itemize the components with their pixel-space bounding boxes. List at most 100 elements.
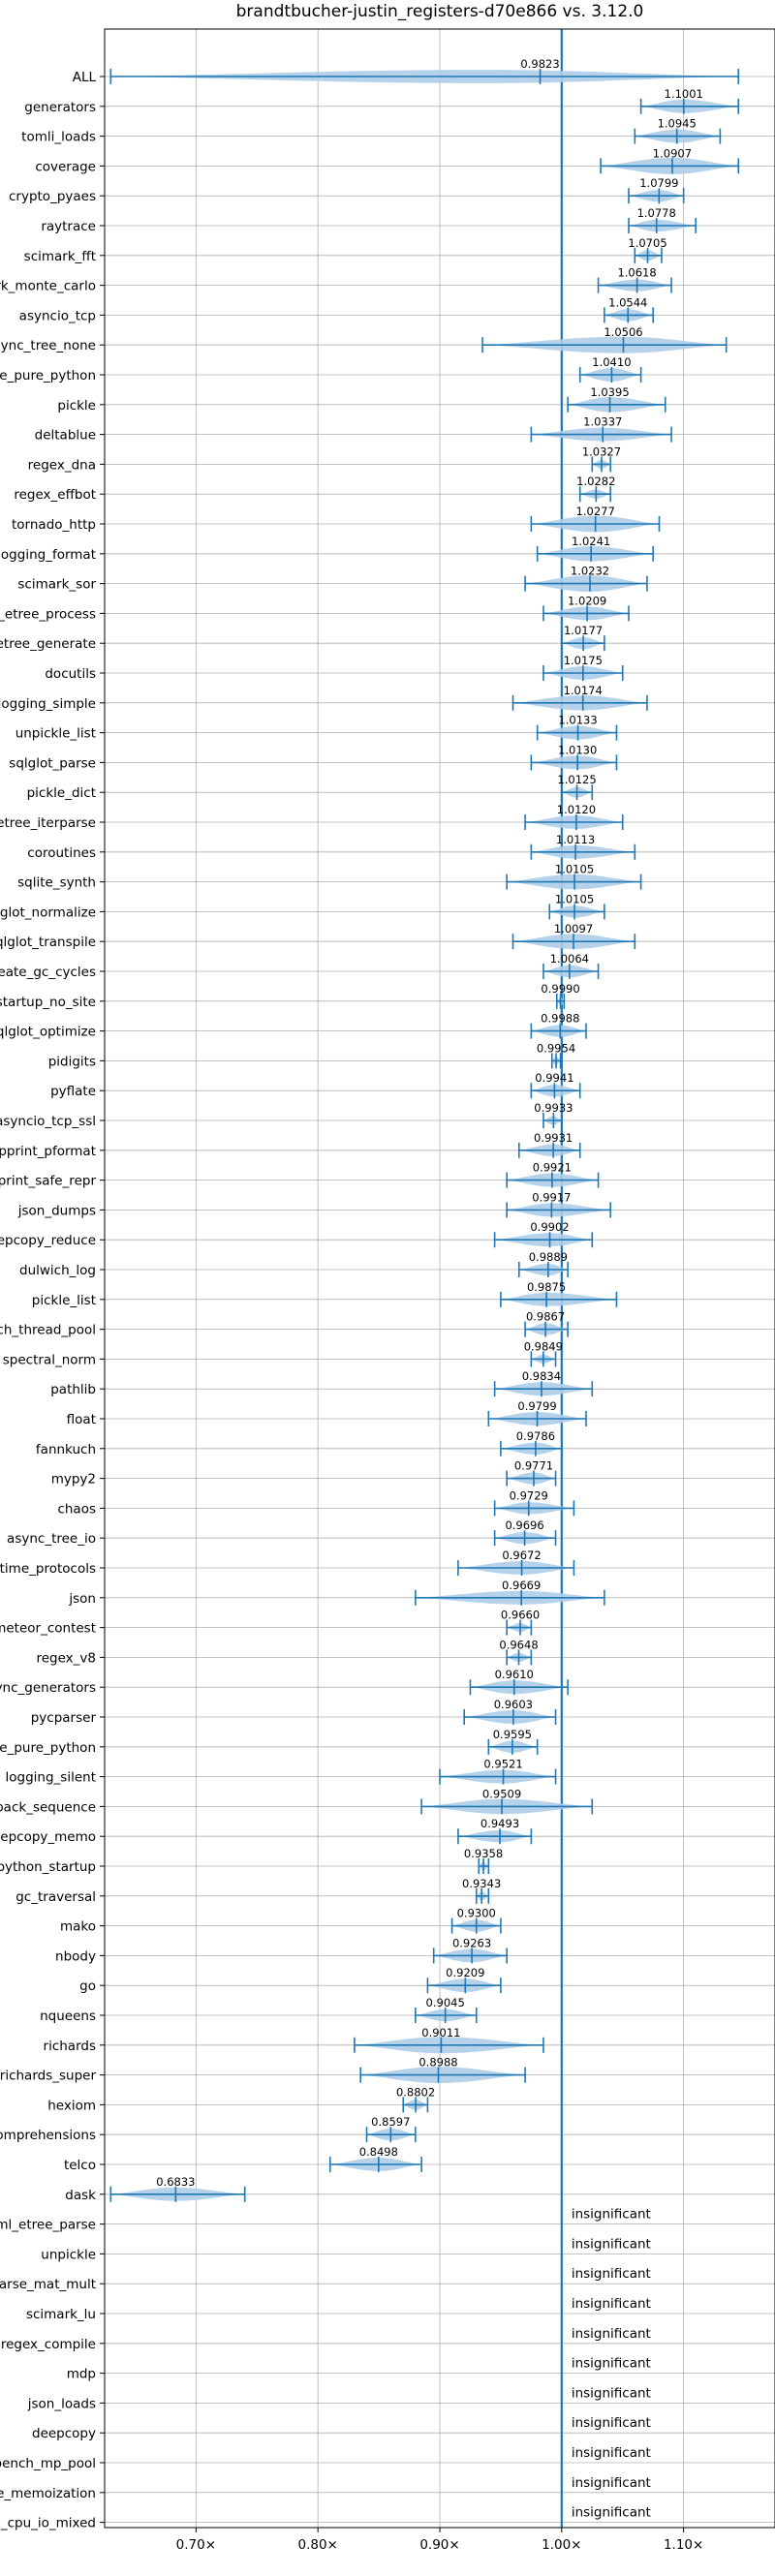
insignificant-label: insignificant	[572, 2505, 651, 2521]
benchmark-label: logging_silent	[6, 1770, 96, 1786]
x-tick-label: 1.10×	[664, 2537, 703, 2553]
mean-value-label: 0.9834	[522, 1369, 561, 1383]
insignificant-label: insignificant	[572, 2445, 651, 2461]
mean-value-label: 1.0105	[555, 892, 594, 905]
benchmark-label: richards_super	[0, 2069, 96, 2084]
mean-value-label: 1.0125	[557, 773, 596, 786]
benchmark-label: pickle_pure_python	[0, 368, 96, 383]
mean-value-label: 0.9771	[514, 1459, 553, 1473]
benchmark-label: asyncio_tcp_ssl	[0, 1114, 96, 1129]
benchmark-label: coverage	[35, 159, 96, 174]
benchmark-label: sqlglot_transpile	[0, 935, 96, 950]
benchmark-label: deltablue	[35, 428, 96, 444]
benchmark-label: pickle_dict	[27, 785, 96, 801]
benchmark-label: gc_traversal	[16, 1889, 96, 1905]
benchmark-label: xml_etree_process	[0, 606, 96, 622]
mean-value-label: 1.0064	[550, 952, 589, 966]
benchmark-label: async_tree_io	[7, 1531, 96, 1547]
mean-value-label: 1.0337	[583, 415, 622, 429]
mean-value-label: 0.9988	[541, 1012, 579, 1026]
benchmark-label: sqlglot_optimize	[0, 1025, 96, 1040]
benchmark-label: telco	[64, 2158, 96, 2173]
mean-value-label: 0.9823	[520, 57, 559, 71]
benchmark-label: deepcopy_memo	[0, 1829, 96, 1845]
benchmark-label: regex_compile	[1, 2337, 96, 2352]
benchmark-label: pathlib	[50, 1382, 96, 1397]
mean-value-label: 0.9300	[457, 1907, 496, 1920]
mean-value-label: 0.9343	[462, 1877, 501, 1890]
benchmark-label: python_startup_no_site	[0, 995, 96, 1010]
mean-value-label: 0.9669	[502, 1579, 541, 1592]
benchmark-label: deepcopy_reduce	[0, 1233, 96, 1248]
benchmark-label: regex_dna	[28, 457, 96, 473]
benchmark-label: coroutines	[27, 845, 96, 861]
mean-value-label: 0.9696	[505, 1518, 543, 1532]
x-tick-label: 1.00×	[542, 2537, 581, 2553]
mean-value-label: 0.9493	[480, 1817, 519, 1830]
benchmark-label: tomli_loads	[21, 130, 96, 145]
insignificant-label: insignificant	[572, 2236, 651, 2252]
insignificant-label: insignificant	[572, 2415, 651, 2431]
mean-value-label: 0.8988	[418, 2056, 457, 2070]
benchmark-label: nbody	[55, 1948, 96, 1964]
benchmark-label: json	[68, 1591, 96, 1607]
benchmark-label: json_loads	[27, 2396, 96, 2411]
chart-title: brandtbucher-justin_registers-d70e866 vs…	[236, 2, 644, 21]
benchmark-label: scimark_fft	[24, 249, 96, 264]
benchmark-label: unpickle_pure_python	[0, 1740, 96, 1756]
mean-value-label: 0.9799	[517, 1399, 556, 1413]
mean-value-label: 0.9045	[426, 1996, 465, 2009]
mean-value-label: 0.9011	[421, 2026, 460, 2039]
benchmark-label: pidigits	[48, 1054, 96, 1069]
benchmark-label: xml_etree_iterparse	[0, 815, 96, 831]
mean-value-label: 0.9990	[541, 982, 579, 996]
insignificant-label: insignificant	[572, 2356, 651, 2372]
benchmark-label: richards	[44, 2039, 96, 2054]
mean-value-label: 0.9931	[534, 1131, 573, 1145]
benchmark-label: async_tree_none	[0, 338, 96, 353]
benchmark-label: go	[79, 1978, 96, 1994]
benchmark-label: pickle_list	[32, 1293, 96, 1308]
x-tick-label: 0.90×	[419, 2537, 459, 2553]
insignificant-label: insignificant	[572, 2475, 651, 2491]
mean-value-label: 1.1001	[665, 87, 703, 101]
mean-value-label: 0.9610	[495, 1668, 534, 1681]
insignificant-label: insignificant	[572, 2326, 651, 2342]
benchmark-label: docutils	[45, 666, 96, 682]
label-layer: 0.70× 0.80× 0.90× 1.00× 1.10× ALL generators to…	[0, 57, 703, 2553]
benchmark-label: json_dumps	[17, 1203, 96, 1218]
benchmark-label: xml_etree_parse	[0, 2218, 96, 2233]
benchmark-label: asyncio_tcp	[19, 308, 96, 323]
x-tick-label: 0.70×	[176, 2537, 216, 2553]
mean-value-label: 0.9889	[529, 1250, 568, 1264]
mean-value-label: 1.0544	[608, 295, 647, 309]
mean-value-label: 0.8802	[396, 2085, 435, 2099]
mean-value-label: 0.8597	[371, 2115, 410, 2129]
mean-value-label: 1.0130	[558, 743, 597, 756]
mean-value-label: 0.9917	[532, 1190, 571, 1204]
benchmark-label: async_generators	[0, 1680, 96, 1696]
benchmark-label: deepcopy	[32, 2426, 96, 2441]
mean-value-label: 0.9933	[534, 1101, 573, 1115]
benchmark-label: unpickle_list	[16, 726, 96, 742]
mean-value-label: 1.0209	[568, 594, 606, 607]
benchmark-label: chaos	[57, 1501, 96, 1517]
benchmark-label: meteor_contest	[0, 1621, 96, 1637]
mean-value-label: 0.9660	[501, 1609, 540, 1622]
benchmark-label: scimark_sparse_mat_mult	[0, 2277, 96, 2292]
mean-value-label: 0.9921	[533, 1161, 572, 1175]
mean-value-label: 0.9595	[493, 1728, 532, 1741]
mean-value-label: 0.9954	[537, 1041, 575, 1055]
mean-value-label: 1.0105	[555, 863, 594, 876]
benchmark-label: typing_runtime_protocols	[0, 1561, 96, 1577]
x-tick-label: 0.80×	[297, 2537, 337, 2553]
benchmark-label: mdp	[67, 2367, 96, 2382]
insignificant-label: insignificant	[572, 2296, 651, 2312]
benchmark-label: regex_effbot	[14, 487, 96, 503]
benchmark-label: bench_thread_pool	[0, 1323, 96, 1338]
mean-value-label: 0.9867	[526, 1310, 565, 1324]
benchmark-label: mako	[60, 1919, 96, 1935]
benchmark-label: bench_mp_pool	[0, 2456, 96, 2471]
mean-value-label: 1.0175	[564, 654, 603, 667]
benchmark-label: regex_v8	[36, 1650, 96, 1666]
